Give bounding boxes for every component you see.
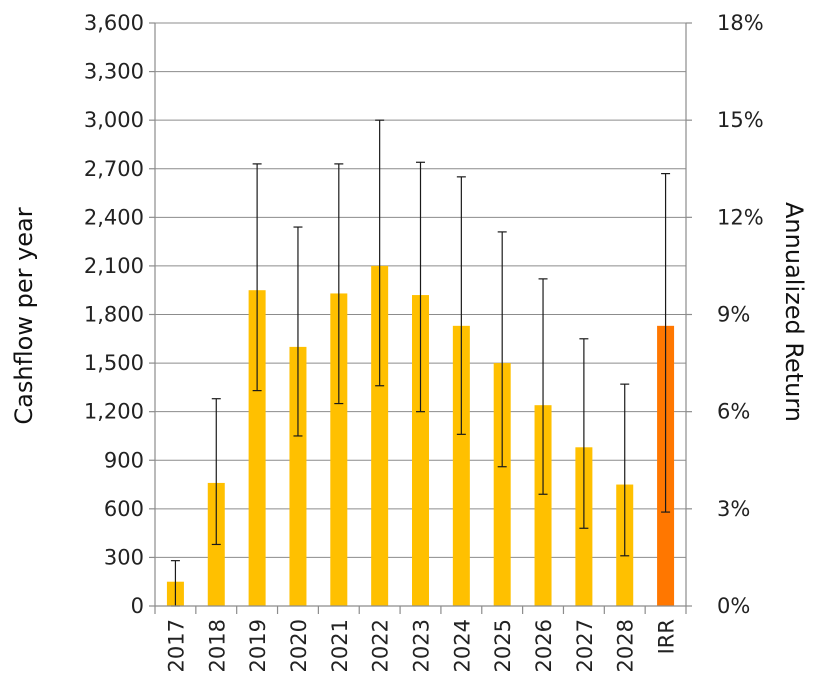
y2-tick-label: 0%: [717, 594, 750, 618]
axes: [149, 22, 692, 614]
y-tick-label: 600: [104, 497, 144, 521]
x-tick-label: 2024: [450, 619, 474, 672]
bar: [371, 265, 389, 606]
y-tick-label: 0: [131, 594, 144, 618]
bar: [534, 405, 552, 606]
y-tick-label: 900: [104, 448, 144, 472]
y-tick-label: 1,200: [84, 400, 144, 424]
y-tick-label: 300: [104, 545, 144, 569]
x-tick-label: 2025: [491, 619, 515, 672]
x-tick-label: 2028: [614, 619, 638, 672]
y-tick-label: 3,000: [84, 108, 144, 132]
x-tick-label: 2027: [573, 619, 597, 672]
y-tick-label: 2,700: [84, 157, 144, 181]
y-tick-label: 3,300: [84, 60, 144, 84]
bar: [289, 346, 307, 606]
x-tick-label: 2017: [164, 619, 188, 672]
x-tick-label: IRR: [655, 619, 679, 654]
y2-tick-label: 15%: [717, 108, 764, 132]
y2-tick-label: 6%: [717, 400, 750, 424]
x-tick-label: 2023: [410, 619, 434, 672]
x-tick-label: 2021: [328, 619, 352, 672]
x-tick-label: 2020: [287, 619, 311, 672]
y2-tick-label: 3%: [717, 497, 750, 521]
y-tick-label: 3,600: [84, 11, 144, 35]
y-tick-label: 2,100: [84, 254, 144, 278]
bar: [412, 295, 429, 606]
tick-labels: 0 300 600 900 1,200 1,500 1,800 2,100 2,400 2,700…: [84, 11, 764, 672]
y2-axis-title: Annualized Return: [780, 202, 808, 422]
y2-tick-label: 9%: [717, 303, 750, 327]
bar: [493, 363, 511, 606]
y2-tick-label: 18%: [717, 11, 764, 35]
y-tick-label: 1,800: [84, 303, 144, 327]
error-bars: [170, 119, 671, 607]
bar: [330, 293, 348, 606]
x-tick-label: 2022: [369, 619, 393, 672]
y2-tick-label: 12%: [717, 205, 764, 229]
y-tick-label: 1,500: [84, 351, 144, 375]
y-tick-label: 2,400: [84, 205, 144, 229]
bar: [248, 290, 266, 606]
bar: [452, 325, 470, 606]
y-axis-title: Cashflow per year: [10, 207, 38, 424]
x-tick-label: 2019: [246, 619, 270, 672]
x-tick-label: 2018: [205, 619, 229, 672]
x-tick-label: 2026: [532, 619, 556, 672]
